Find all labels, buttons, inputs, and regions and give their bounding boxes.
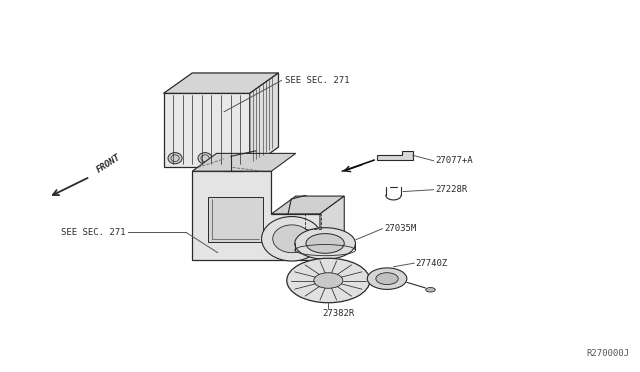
Ellipse shape xyxy=(376,273,398,285)
Ellipse shape xyxy=(314,273,343,288)
Ellipse shape xyxy=(426,288,435,292)
Polygon shape xyxy=(192,153,296,171)
Polygon shape xyxy=(164,73,278,93)
Ellipse shape xyxy=(295,228,355,259)
Text: R270000J: R270000J xyxy=(587,349,630,358)
Text: 27740Z: 27740Z xyxy=(416,259,448,267)
Text: FRONT: FRONT xyxy=(95,153,123,175)
Polygon shape xyxy=(192,171,320,260)
Text: 27035M: 27035M xyxy=(384,224,416,233)
Text: 27382R: 27382R xyxy=(322,309,354,318)
Text: 27228R: 27228R xyxy=(435,185,467,194)
Text: 27077+A: 27077+A xyxy=(435,156,472,165)
Polygon shape xyxy=(378,151,413,160)
Ellipse shape xyxy=(198,153,212,164)
Ellipse shape xyxy=(287,258,370,303)
Ellipse shape xyxy=(273,225,311,253)
Polygon shape xyxy=(164,93,250,167)
Text: SEE SEC. 271: SEE SEC. 271 xyxy=(61,228,125,237)
Ellipse shape xyxy=(367,268,407,289)
Ellipse shape xyxy=(306,234,344,253)
Polygon shape xyxy=(208,197,262,241)
Polygon shape xyxy=(320,196,344,260)
Polygon shape xyxy=(250,73,278,167)
Ellipse shape xyxy=(262,217,322,261)
Ellipse shape xyxy=(168,153,182,164)
Text: SEE SEC. 271: SEE SEC. 271 xyxy=(285,76,349,85)
Polygon shape xyxy=(271,196,344,214)
